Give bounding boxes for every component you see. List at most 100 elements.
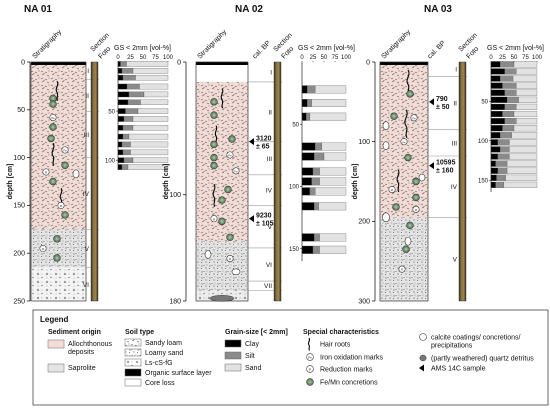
- reduction-mark-icon-glyph: R: [401, 268, 403, 272]
- gs-bar-sand: [137, 108, 169, 114]
- gs-tick-label: 25: [499, 55, 506, 61]
- strat-layer-bg: [196, 62, 248, 82]
- gs-bar-clay: [117, 91, 130, 98]
- stratigraphy-header: Stratigraphy: [31, 28, 63, 60]
- gs-bar-silt: [123, 116, 134, 122]
- depth-tick-label: 180: [169, 298, 181, 305]
- special-characteristic-label: Fe/Mn concretions: [320, 380, 378, 387]
- strat-layer-pattern: [31, 69, 86, 230]
- fe-mn-concretion-core-icon: [55, 237, 59, 241]
- gs-bar-clay: [490, 103, 505, 110]
- ams-date-error: ± 65: [256, 144, 270, 151]
- gs-bar-sand: [509, 139, 538, 146]
- organic-surface-layer: [380, 62, 428, 65]
- gs-bar-silt: [496, 174, 506, 181]
- ams-sample-arrow-icon: [249, 215, 254, 223]
- ams-date-error: ± 50: [436, 104, 450, 111]
- sediment-origin-label: Allochthonous: [68, 341, 112, 348]
- special-characteristic-label: Reduction marks: [320, 367, 373, 374]
- soil-type-heading: Soil type: [125, 329, 154, 336]
- soil-type-label: Core loss: [145, 380, 175, 387]
- hair-root-icon: [404, 109, 408, 139]
- reduction-mark-icon: [226, 255, 234, 263]
- gs-bar-sand: [315, 187, 347, 196]
- gs-tick-label: 25: [310, 55, 317, 61]
- soil-type-label: Ls-cS-fG: [145, 360, 173, 367]
- grain-size-label: Silt: [245, 353, 255, 360]
- ams-date-age: 790: [436, 96, 448, 103]
- gs-bar-silt: [122, 149, 131, 156]
- gs-bar-sand: [506, 160, 538, 167]
- gs-bar-silt: [121, 141, 131, 148]
- gs-bar-silt: [127, 99, 141, 106]
- fe-mn-concretion-core-icon: [212, 142, 216, 146]
- gs-tick-label: 0: [489, 55, 493, 61]
- gs-depth-tick-label: 50: [108, 109, 115, 115]
- gs-bar-silt: [504, 103, 517, 110]
- fe-mn-concretion-core-icon: [226, 187, 230, 191]
- fe-mn-concretion-core-icon: [51, 102, 55, 106]
- gs-bar-clay: [117, 164, 123, 170]
- gs-bar-clay: [301, 167, 314, 176]
- gs-bar-silt: [128, 91, 145, 98]
- gs-bar-sand: [311, 99, 347, 107]
- gs-bar-clay: [301, 187, 311, 196]
- stratigraphy-header: Stratigraphy: [380, 28, 412, 60]
- quartz-detritus-icon: [209, 295, 235, 302]
- fe-mn-concretion-core-icon: [63, 213, 67, 217]
- depth-tick-label: 200: [358, 219, 370, 226]
- gs-bar-silt: [504, 68, 517, 75]
- gs-bar-silt: [497, 139, 510, 146]
- calcite-concretion-icon: [204, 250, 212, 259]
- gs-bar-clay: [117, 74, 124, 81]
- strat-layer-pattern: [31, 62, 86, 70]
- gs-bar-sand: [130, 141, 169, 148]
- hair-root-icon: [51, 142, 55, 166]
- gs-bar-silt: [120, 61, 127, 67]
- gs-bar-clay: [490, 139, 499, 146]
- iron-oxidation-mark-icon-glyph: Fe: [412, 116, 416, 120]
- iron-oxidation-mark-icon-glyph: Fe: [228, 154, 232, 158]
- gs-bar-clay: [490, 146, 501, 153]
- unit-numeral: V: [453, 257, 458, 264]
- gs-bar-sand: [505, 174, 538, 181]
- gs-bar-clay: [117, 61, 121, 67]
- fe-mn-concretion-core-icon: [212, 156, 216, 160]
- iron-oxidation-mark-icon: [49, 113, 57, 121]
- gs-tick-label: 100: [532, 55, 543, 61]
- unit-numeral: II: [268, 109, 272, 116]
- fe-mn-concretion-core-icon: [406, 156, 410, 160]
- gs-bar-sand: [512, 75, 538, 82]
- ams-date-age: 9230: [256, 213, 272, 220]
- gs-bar-sand: [506, 167, 538, 174]
- ams-sample-arrow-icon: [429, 98, 434, 106]
- gs-bar-silt: [500, 146, 510, 153]
- gs-bar-sand: [309, 112, 347, 121]
- fe-mn-concretion-core-icon: [63, 163, 67, 167]
- hair-root-icon: [212, 183, 216, 207]
- ams-date-age: 3120: [256, 136, 272, 143]
- gs-bar-clay: [117, 68, 123, 74]
- hair-root-icon: [55, 80, 59, 102]
- depth-tick-label: 250: [13, 298, 25, 305]
- section-photo: [458, 61, 467, 302]
- iron-oxidation-mark-icon: [232, 167, 240, 175]
- strat-layer-pattern: [31, 229, 86, 268]
- gs-bar-silt: [504, 89, 517, 96]
- sediment-origin-swatch: [47, 339, 65, 349]
- grain-size-swatch: [224, 339, 242, 348]
- section-photo: [273, 61, 282, 302]
- gs-depth-tick-label: 150: [478, 178, 489, 184]
- gs-bar-sand: [315, 85, 347, 94]
- iron-oxidation-mark-icon-glyph: Fe: [63, 149, 67, 153]
- fe-mn-concretion-core-icon: [392, 114, 396, 118]
- grain-size-header: GS < 2mm [vol-%]: [298, 45, 355, 52]
- fe-mn-concretion-core-icon: [220, 219, 224, 223]
- special-characteristic-label: Iron oxidation marks: [320, 355, 384, 362]
- fe-mn-concretion-core-icon: [49, 136, 53, 141]
- depth-tick-label: 100: [169, 192, 181, 199]
- fe-mn-concretion-core-icon: [308, 380, 312, 384]
